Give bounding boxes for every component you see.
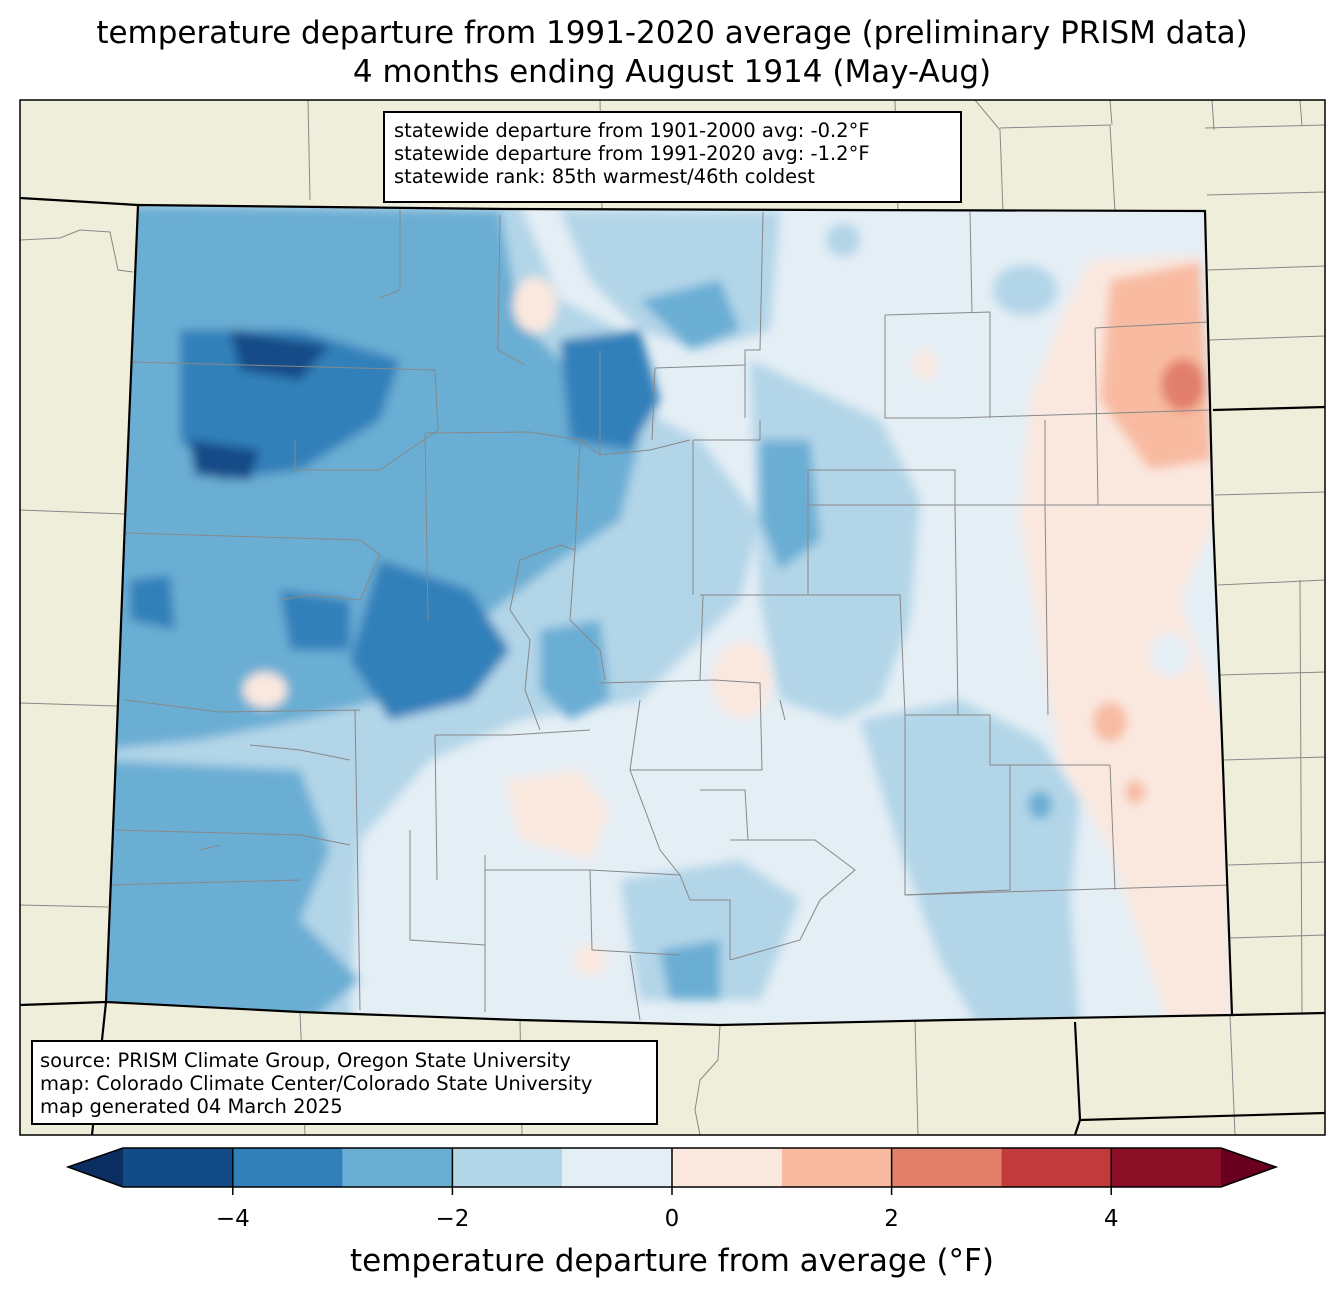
colorbar-bin [123,1148,233,1187]
colorbar-over-arrow [1221,1148,1276,1187]
credits-box: source: PRISM Climate Group, Oregon Stat… [31,1040,658,1125]
map-subtitle: 4 months ending August 1914 (May-Aug) [352,54,992,90]
colorbar-under-arrow [68,1148,123,1187]
colorbar-tick-label: 0 [664,1206,680,1232]
colorbar-bin [891,1148,1002,1187]
colorbar-bin [1111,1148,1221,1187]
statewide-stats-box: statewide departure from 1901-2000 avg: … [383,111,962,203]
map-frame [19,99,1326,1136]
temperature-field [106,205,1232,1025]
colorbar-tick-label: 4 [1103,1206,1119,1232]
colorbar-bin [781,1148,892,1187]
colorbar-bin [342,1148,453,1187]
colorbar [65,1147,1279,1195]
colorbar-bin [562,1148,672,1187]
map-credit: map: Colorado Climate Center/Colorado St… [40,1072,593,1095]
colorbar-bin [672,1148,782,1187]
colorbar-bin [232,1148,343,1187]
departure-1901-2000: statewide departure from 1901-2000 avg: … [394,119,870,142]
colorbar-tick-label: 2 [884,1206,899,1232]
source-credit: source: PRISM Climate Group, Oregon Stat… [40,1049,571,1072]
map-title: temperature departure from 1991-2020 ave… [96,15,1248,51]
departure-1991-2020: statewide departure from 1991-2020 avg: … [394,142,870,165]
statewide-rank: statewide rank: 85th warmest/46th coldes… [394,165,815,188]
colorbar-bin [1001,1148,1112,1187]
colorbar-bin [452,1148,563,1187]
colorbar-outline [65,1147,1279,1188]
colorbar-label: temperature departure from average (°F) [350,1243,994,1279]
state-borders [20,196,1325,1135]
colorbar-tick-label: −4 [215,1206,250,1232]
county-lines [109,210,1231,1021]
colorbar-tick-label: −2 [435,1206,470,1232]
generated-date: map generated 04 March 2025 [40,1095,343,1118]
